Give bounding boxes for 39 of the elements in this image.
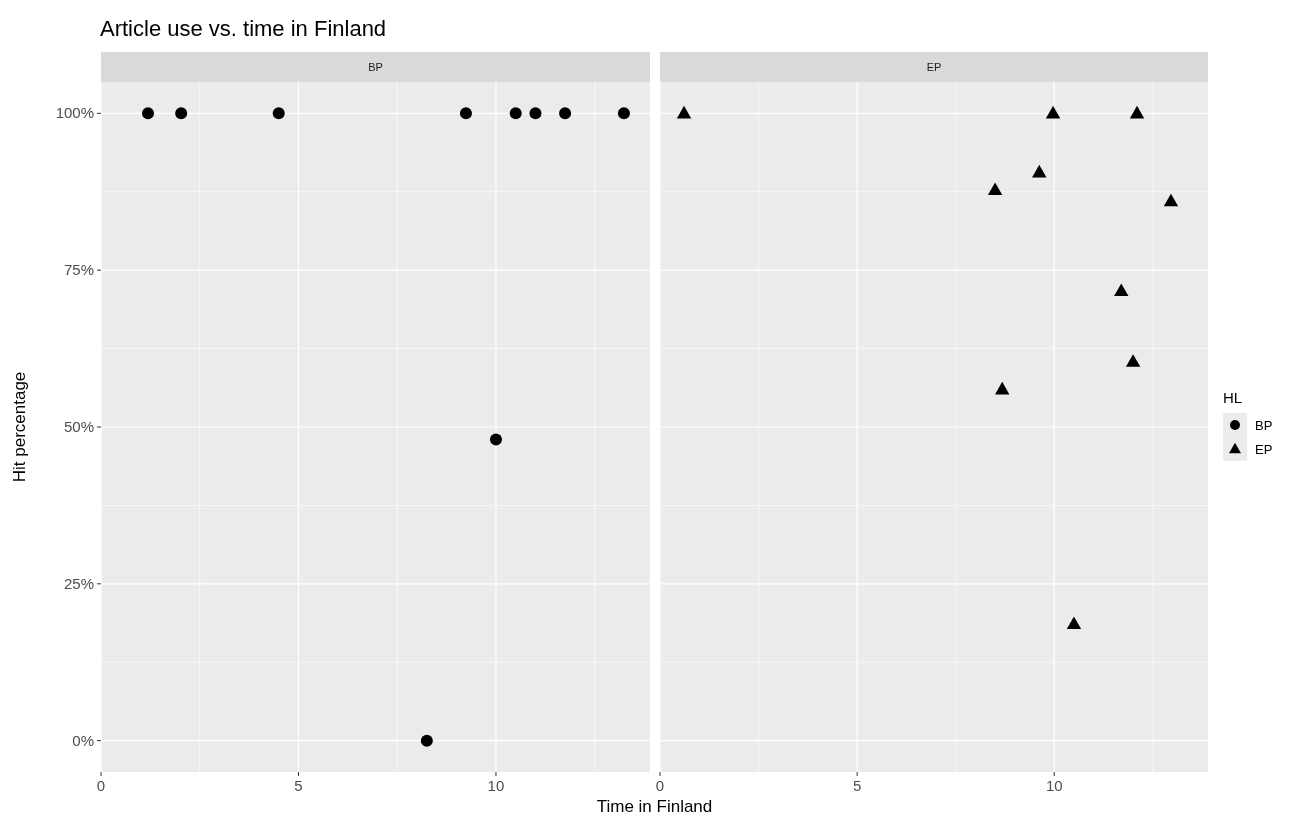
chart-subtitle: EP — [926, 61, 942, 73]
y-tick-label: 0% — [72, 731, 94, 749]
point — [987, 182, 1003, 195]
point — [1125, 354, 1141, 367]
point — [617, 107, 630, 120]
y-tick-label: 50% — [63, 418, 94, 435]
point — [1066, 616, 1082, 630]
point — [1163, 193, 1179, 207]
point — [1129, 105, 1145, 119]
y-tick-label: 25% — [63, 574, 94, 592]
legend-label: BP — [1255, 418, 1273, 433]
y-tick-label: 100% — [55, 104, 94, 122]
point — [676, 105, 692, 119]
x-tick-label: 0 — [96, 777, 106, 794]
point — [420, 734, 433, 747]
x-axis-title: Time in Finland — [596, 797, 713, 816]
point — [559, 107, 572, 120]
legend-title: HL — [1223, 389, 1243, 406]
point — [459, 107, 472, 120]
point — [489, 433, 502, 446]
point — [272, 107, 285, 120]
x-tick-label: 5 — [852, 777, 862, 794]
chart-title: Article use vs. time in Finland — [100, 16, 387, 41]
point — [1032, 164, 1047, 178]
point — [142, 107, 154, 120]
point — [529, 107, 542, 120]
x-tick-label: 10 — [1045, 777, 1063, 794]
y-tick-label: 75% — [63, 261, 94, 279]
point — [1114, 283, 1129, 296]
x-tick-label: 10 — [487, 777, 505, 794]
point — [1045, 105, 1061, 119]
chart-subtitle: BP — [368, 61, 383, 73]
x-tick-label: 0 — [655, 777, 665, 794]
legend-label: EP — [1255, 442, 1273, 457]
point — [509, 107, 522, 120]
y-axis-title: Hit percentage — [10, 371, 29, 483]
x-tick-label: 5 — [294, 777, 303, 794]
point — [995, 381, 1010, 395]
point — [175, 107, 188, 120]
